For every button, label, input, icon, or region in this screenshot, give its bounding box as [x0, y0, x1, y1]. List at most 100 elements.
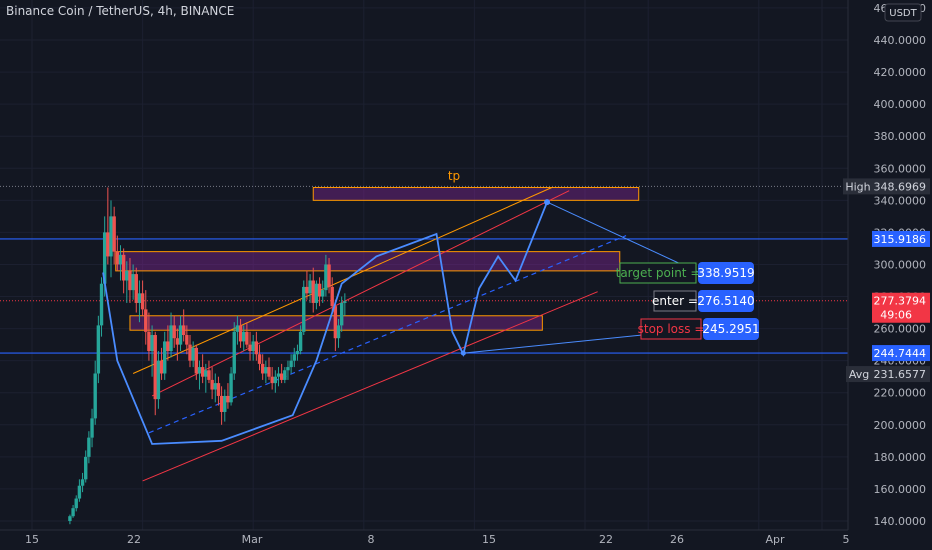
resistance-zone-box [115, 251, 621, 272]
candle-body [99, 283, 104, 326]
candle-body [68, 516, 72, 521]
high-tag-box [843, 178, 873, 195]
stop-connector [463, 334, 643, 354]
candle [185, 325, 189, 355]
candle-body [242, 331, 246, 342]
target-connector [546, 201, 699, 273]
candle-body [305, 286, 309, 294]
candle [229, 367, 233, 406]
candle-body [166, 341, 170, 352]
projection-path [102, 201, 548, 445]
enter-value: 276.5140 [697, 294, 754, 308]
candle-body [295, 351, 300, 355]
candle-body [279, 373, 284, 380]
candle-body [267, 367, 271, 377]
candle [314, 280, 319, 310]
channel-mid-line [151, 190, 570, 397]
candle [175, 328, 180, 361]
candle-body [251, 341, 255, 352]
candle-body [286, 367, 290, 371]
price-tick-label: 180.0000 [874, 451, 927, 464]
candle [77, 479, 82, 502]
avg-tag-box [846, 366, 872, 383]
candle-body [229, 373, 233, 403]
candle [289, 354, 293, 374]
candle-body [223, 395, 227, 412]
candle-body [308, 280, 312, 294]
candle [238, 318, 243, 348]
candle [317, 277, 322, 307]
candle [153, 331, 157, 416]
candle-body [150, 335, 154, 352]
currency-badge: USDT [889, 8, 917, 19]
candle [223, 389, 227, 422]
candle-body [226, 395, 230, 403]
price-tick-label: 160.0000 [874, 483, 927, 496]
candle [270, 367, 274, 390]
candle-body [84, 456, 88, 480]
candle [226, 383, 230, 409]
candle [273, 370, 278, 393]
candle [311, 267, 315, 313]
candle-body [273, 376, 278, 384]
candle [140, 280, 145, 316]
candle [144, 290, 148, 345]
candle-body [87, 437, 91, 457]
candle [90, 408, 94, 448]
avg-tag-label: Avg [849, 368, 869, 381]
candle [150, 325, 154, 377]
candle-body [298, 331, 303, 352]
candle [251, 335, 255, 361]
tp-zone-box [312, 187, 640, 201]
candle [302, 280, 306, 336]
target-point-label: target point = [616, 266, 701, 280]
candle [96, 315, 101, 384]
candle [121, 248, 126, 294]
target-point-value-box [698, 262, 754, 284]
candle-body [204, 370, 208, 377]
enter-value-box [698, 290, 754, 312]
target-point-value: 338.9519 [697, 266, 754, 280]
candle [283, 367, 287, 384]
candle-body [343, 301, 347, 303]
candle-body [200, 367, 205, 377]
candle-body [153, 335, 157, 400]
countdown-tag: 49:06 [880, 309, 912, 322]
candle [257, 344, 262, 371]
candle [112, 206, 116, 265]
price-tick-label: 300.0000 [874, 258, 927, 271]
candle [99, 277, 104, 337]
candle-body [90, 418, 94, 438]
candle [163, 331, 167, 380]
high-value-tag-box [872, 178, 930, 195]
candle [343, 293, 347, 316]
candle [305, 270, 309, 300]
avg-value-tag-box [872, 366, 930, 383]
candle [147, 312, 151, 361]
candle-body [336, 325, 341, 339]
candle [137, 280, 142, 323]
candle [128, 258, 132, 303]
candle-body [311, 280, 315, 303]
candle-body [147, 331, 151, 352]
support-value-tag: 244.7444 [874, 347, 927, 360]
time-tick-label: 26 [670, 533, 684, 546]
candle [200, 354, 205, 384]
candle-body [245, 331, 249, 345]
candle-body [197, 367, 202, 374]
time-tick-label: 15 [25, 533, 39, 546]
target-point-label-box [619, 262, 697, 284]
candle-body [102, 232, 107, 284]
candle-body [283, 370, 287, 380]
price-tick-label: 400.0000 [874, 98, 927, 111]
high-value-tag: 348.6969 [874, 180, 927, 193]
current-price-tag: 277.3794 [874, 295, 927, 308]
candle-body [163, 341, 167, 374]
time-tick-label: 15 [482, 533, 496, 546]
candle-body [181, 325, 186, 336]
candle [159, 347, 164, 380]
candle-body [321, 290, 325, 297]
candle [74, 495, 78, 512]
